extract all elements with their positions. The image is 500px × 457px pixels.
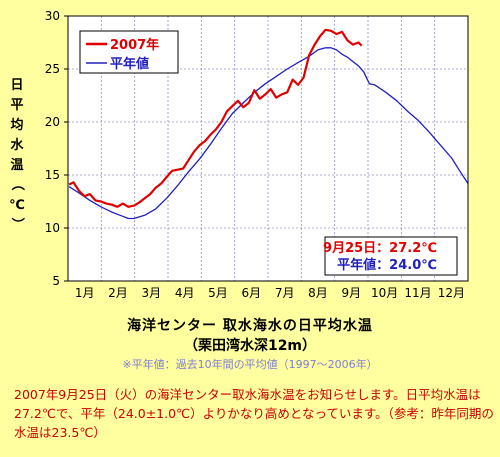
x-tick-label: 3月	[142, 286, 162, 300]
y-axis-label-char: ℃	[9, 198, 25, 213]
y-axis-label-char: 平	[10, 98, 23, 113]
y-axis-label-char: 日	[10, 78, 23, 93]
x-tick-label: 9月	[342, 286, 362, 300]
legend-box	[79, 30, 179, 74]
legend: 2007年 平年値	[79, 30, 179, 74]
y-tick-label: 30	[45, 9, 60, 23]
y-axis-ticks: 5 10 15 20 25 30	[45, 9, 68, 288]
annotation-2007-value: 9月25日：27.2℃	[323, 241, 437, 256]
x-tick-label: 4月	[175, 286, 195, 300]
normal-value-note: ※平年値：過去10年間の平均値（1997～2006年）	[122, 358, 378, 371]
series-line	[68, 47, 469, 220]
y-axis-label-char: ）	[10, 217, 26, 230]
series-lines	[68, 28, 469, 220]
annotation: 9月25日：27.2℃ 平年値：24.0℃	[323, 236, 458, 276]
legend-label-normal: 平年値	[110, 56, 149, 72]
x-tick-label: 7月	[275, 286, 295, 300]
plot-frame	[67, 15, 469, 282]
legend-label-2007: 2007年	[110, 37, 159, 53]
series-line	[68, 28, 363, 208]
x-tick-label: 11月	[404, 286, 431, 300]
x-tick-label: 6月	[242, 286, 262, 300]
y-tick-label: 25	[45, 62, 60, 76]
y-axis-label: 日平均水温 （ ℃ ）	[9, 78, 25, 231]
chart-subtitle: （栗田湾水深12m）	[183, 338, 317, 354]
y-axis-label-char: （	[10, 177, 26, 190]
chart-title: 海洋センター 取水海水の日平均水温	[127, 318, 373, 334]
x-tick-label: 1月	[75, 286, 95, 300]
y-tick-label: 5	[52, 274, 60, 288]
annotation-box	[324, 236, 458, 276]
y-axis-label-char: 水	[10, 137, 24, 153]
description-text: 2007年9月25日（火）の海洋センター取水海水温をお知らせします。日平均水温は…	[14, 387, 494, 440]
x-tick-label: 8月	[308, 286, 328, 300]
y-tick-label: 10	[45, 221, 60, 235]
y-tick-label: 15	[45, 168, 60, 182]
y-axis-label-char: 均	[10, 117, 23, 133]
x-axis-ticks: 1月 2月 3月 4月 5月 6月 7月 8月 9月 10月 11月 12月	[75, 286, 465, 300]
x-tick-label: 2月	[108, 286, 128, 300]
x-tick-label: 10月	[371, 286, 398, 300]
y-tick-label: 20	[45, 115, 60, 129]
annotation-normal-value: 平年値：24.0℃	[337, 257, 437, 273]
x-tick-label: 5月	[208, 286, 228, 300]
x-tick-label: 12月	[438, 286, 465, 300]
y-axis-label-char: 温	[10, 158, 23, 173]
